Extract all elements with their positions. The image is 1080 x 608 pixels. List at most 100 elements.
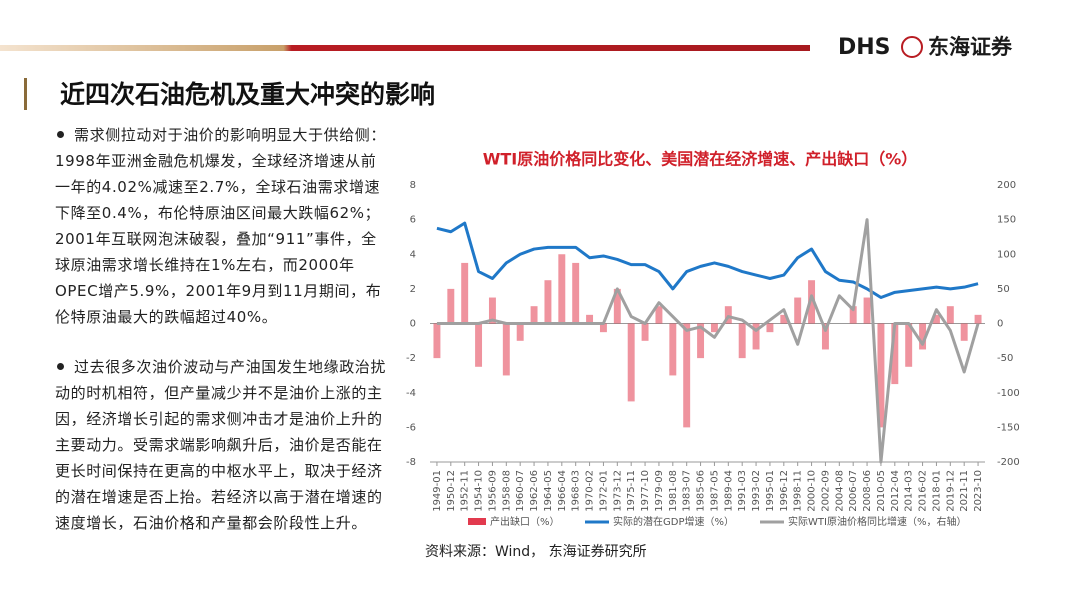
x-tick-label: 1950-12 <box>446 470 457 512</box>
y2-tick-label: -200 <box>997 457 1020 468</box>
x-tick-label: 2018-01 <box>931 470 942 512</box>
source: 资料来源：Wind， 东海证券研究所 <box>425 544 647 560</box>
x-tick-label: 2021-11 <box>959 470 970 512</box>
logo-en: DHS <box>838 35 891 60</box>
x-tick-label: 2019-12 <box>945 470 956 512</box>
x-tick-label: 1985-06 <box>696 470 707 512</box>
x-tick-label: 1983-07 <box>682 470 693 512</box>
bar <box>891 323 899 385</box>
legend-label: 实际WTI原油价格同比增速（%，右轴） <box>788 515 966 528</box>
x-tick-label: 2016-02 <box>918 470 929 512</box>
x-tick-label: 2008-06 <box>862 470 873 512</box>
bar <box>710 323 718 333</box>
x-tick-label: 1966-04 <box>557 470 568 512</box>
bar <box>919 323 927 350</box>
bar <box>641 323 649 341</box>
legend-label: 实际的潜在GDP增速（%） <box>613 515 734 528</box>
bar <box>752 323 760 350</box>
bar <box>488 297 496 324</box>
y2-tick-label: -100 <box>997 388 1020 399</box>
bar <box>530 306 538 324</box>
bar <box>683 323 691 428</box>
slide-title: 近四次石油危机及重大冲突的影响 <box>60 80 435 109</box>
x-tick-label: 2002-09 <box>820 470 831 512</box>
x-tick-label: 2014-03 <box>904 470 915 512</box>
header-bar <box>0 45 810 51</box>
y2-tick-label: -50 <box>997 353 1013 364</box>
x-tick-label: 1991-03 <box>737 470 748 512</box>
y2-tick-label: 100 <box>997 249 1016 260</box>
bar <box>794 297 802 324</box>
x-tick-label: 1996-12 <box>779 470 790 512</box>
line <box>436 221 979 300</box>
bar <box>516 323 524 341</box>
y2-tick-label: -150 <box>997 422 1020 433</box>
bullet-text: 需求侧拉动对于油价的影响明显大于供给侧：1998年亚洲金融危机爆发，全球经济增速… <box>55 126 387 326</box>
x-tick-label: 2000-10 <box>807 470 818 512</box>
x-tick-label: 1962-06 <box>529 470 540 512</box>
bar <box>932 314 940 324</box>
bar <box>808 280 816 324</box>
bar <box>821 323 829 350</box>
x-tick-label: 2006-07 <box>848 470 859 512</box>
legend-swatch <box>468 518 486 525</box>
bar <box>433 323 441 359</box>
x-tick-label: 1958-08 <box>501 470 512 512</box>
x-tick-label: 1954-10 <box>474 470 485 512</box>
chart-title: WTI原油价格同比变化、美国潜在经济增速、产出缺口（%） <box>483 150 918 169</box>
bar <box>724 306 732 324</box>
x-tick-label: 2010-05 <box>876 470 887 512</box>
bar <box>738 323 746 359</box>
bullet-dot <box>57 363 64 370</box>
bar <box>697 323 705 359</box>
x-tick-label: 1993-02 <box>751 470 762 512</box>
bar <box>863 297 871 324</box>
y-tick-label: -4 <box>406 388 416 399</box>
bullet-text: 过去很多次油价波动与产油国发生地缘政治扰动的时机相符，但产量减少并不是油价上涨的… <box>55 358 387 532</box>
y-tick-label: 4 <box>410 249 416 260</box>
x-tick-label: 2012-04 <box>890 470 901 512</box>
x-tick-label: 1979-09 <box>654 470 665 512</box>
y-tick-label: 8 <box>410 180 416 191</box>
y-tick-label: 6 <box>410 215 416 226</box>
bar <box>946 306 954 324</box>
y-tick-label: -8 <box>406 457 416 468</box>
x-tick-label: 1973-12 <box>612 470 623 512</box>
bar <box>905 323 913 367</box>
bar <box>599 323 607 333</box>
bar <box>655 306 663 324</box>
bar <box>613 288 621 324</box>
legend-label: 产出缺口（%） <box>490 515 560 528</box>
bar <box>586 314 594 324</box>
x-tick-label: 1952-11 <box>460 470 471 512</box>
bar <box>974 314 982 324</box>
y2-tick-label: 50 <box>997 284 1010 295</box>
x-tick-label: 1970-02 <box>585 470 596 512</box>
x-tick-label: 1998-11 <box>793 470 804 512</box>
x-tick-label: 1981-08 <box>668 470 679 512</box>
bar <box>877 323 885 428</box>
x-tick-label: 1956-09 <box>487 470 498 512</box>
x-tick-label: 1960-07 <box>515 470 526 512</box>
x-tick-label: 2004-08 <box>834 470 845 512</box>
x-tick-label: 1987-05 <box>709 470 720 512</box>
bar <box>447 288 455 324</box>
x-tick-label: 1975-11 <box>626 470 637 512</box>
y2-tick-label: 150 <box>997 215 1016 226</box>
bar <box>475 323 483 367</box>
bullet: 需求侧拉动对于油价的影响明显大于供给侧：1998年亚洲金融危机爆发，全球经济增速… <box>55 122 387 330</box>
x-tick-label: 1977-10 <box>640 470 651 512</box>
logo-cn: 东海证券 <box>928 35 1013 59</box>
bar <box>766 323 774 333</box>
bar <box>572 262 580 324</box>
bar <box>960 323 968 341</box>
bar <box>780 314 788 324</box>
y-tick-label: 0 <box>410 319 416 330</box>
x-tick-label: 1995-01 <box>765 470 776 512</box>
y2-tick-label: 0 <box>997 319 1003 330</box>
y-tick-label: -6 <box>406 422 416 433</box>
x-tick-label: 2023-10 <box>973 470 984 512</box>
x-tick-label: 1964-05 <box>543 470 554 512</box>
